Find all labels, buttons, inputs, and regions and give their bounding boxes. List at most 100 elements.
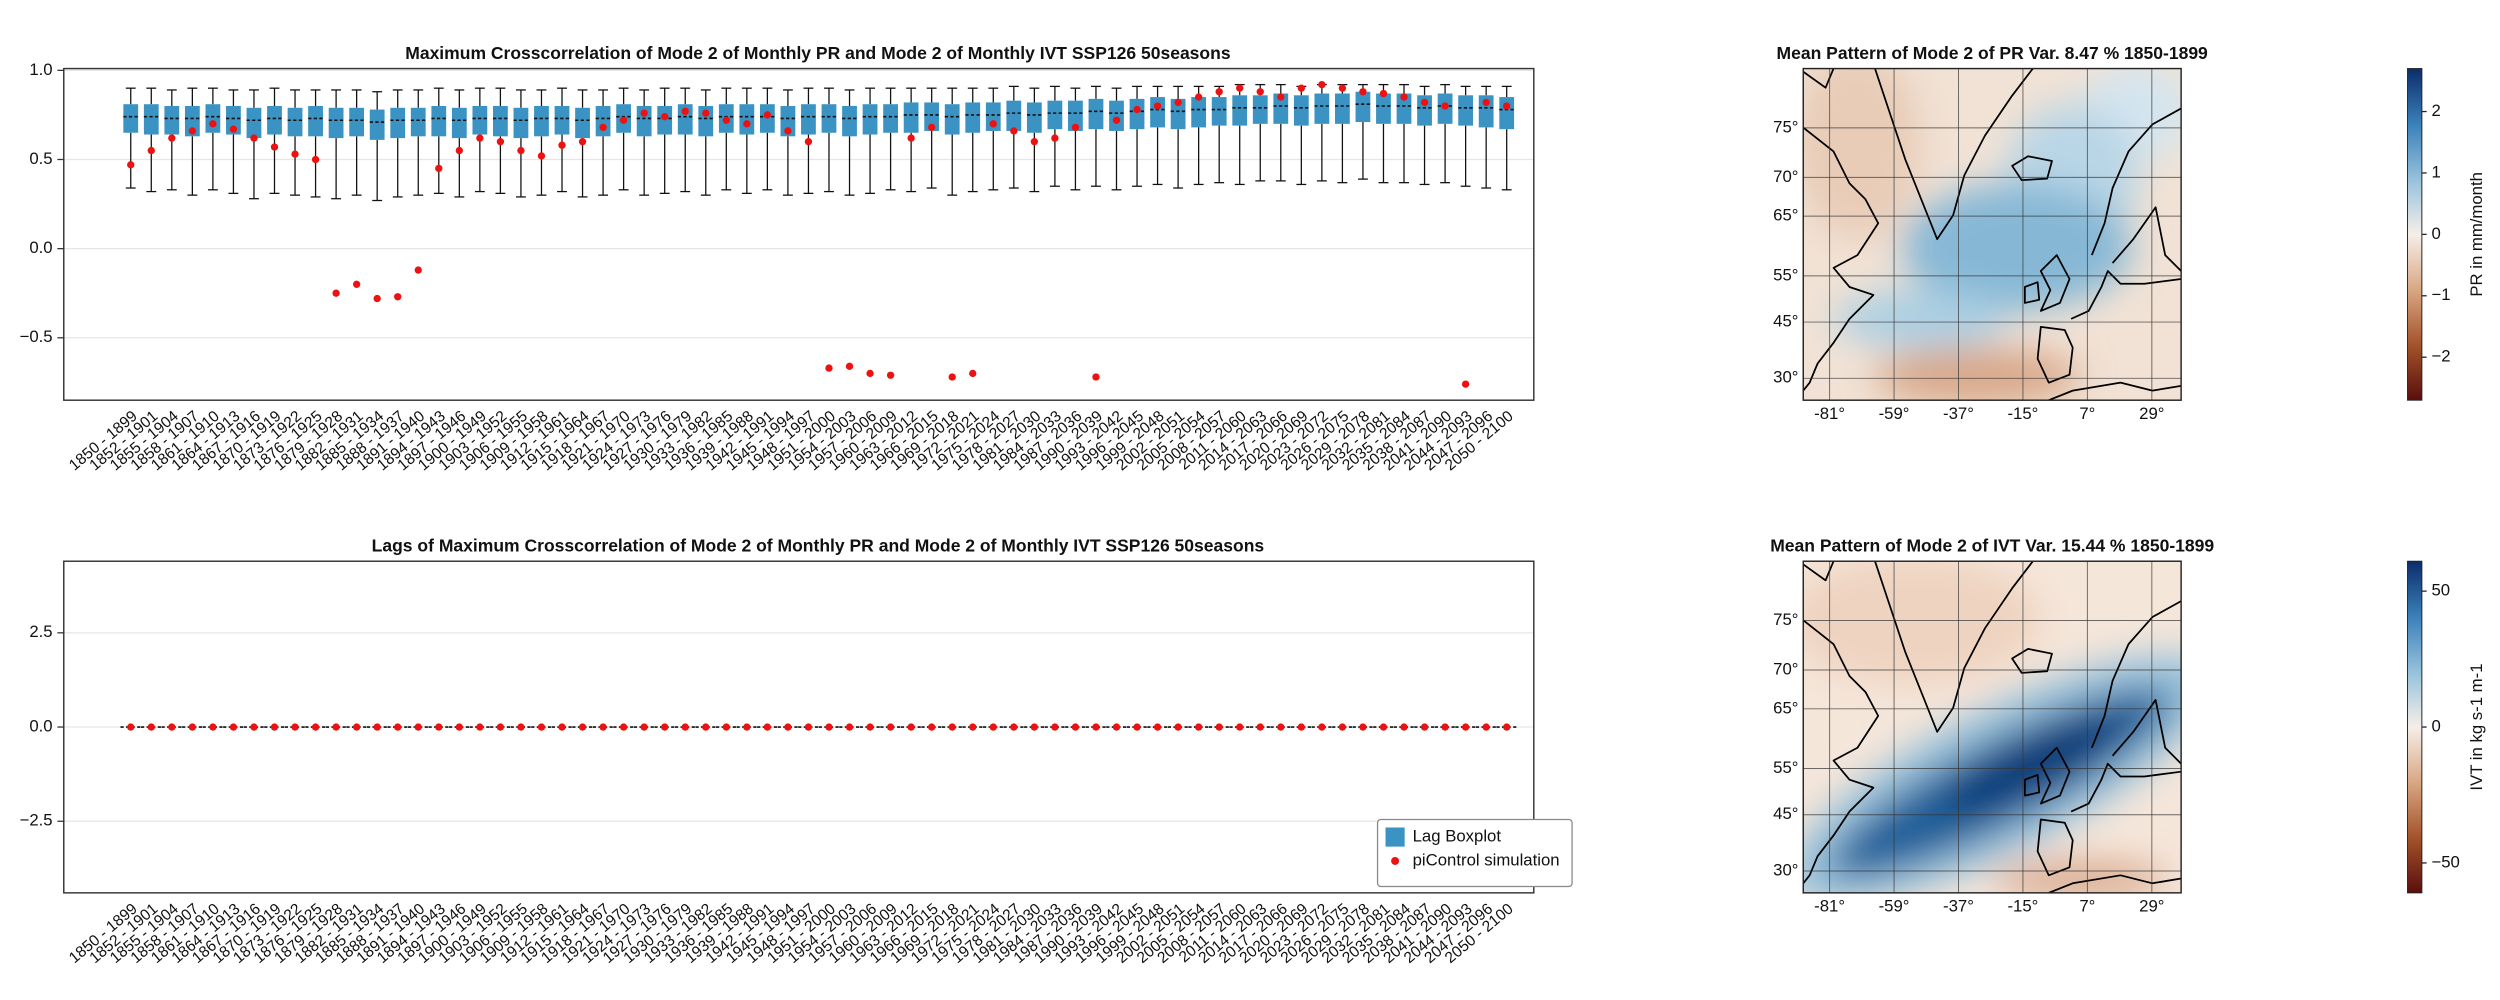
- box: [554, 106, 570, 135]
- point: [989, 723, 997, 731]
- y-tick-label: 1.0: [29, 60, 52, 79]
- point: [1297, 723, 1305, 731]
- box: [903, 102, 919, 133]
- box: [575, 107, 590, 139]
- point: [188, 723, 197, 731]
- point: [209, 120, 217, 128]
- point: [928, 723, 936, 731]
- point: [1030, 137, 1039, 146]
- point: [1153, 102, 1162, 110]
- y-tick-label: 0.0: [29, 716, 52, 735]
- point: [640, 723, 648, 731]
- point: [599, 123, 607, 132]
- point: [435, 723, 443, 731]
- point: [1133, 723, 1141, 731]
- point: [496, 723, 505, 731]
- point: [270, 143, 279, 151]
- point: [188, 127, 197, 135]
- point: [332, 289, 340, 297]
- point: [578, 137, 587, 146]
- pr-map-field: [1803, 68, 2182, 401]
- y-tick-label: −0.5: [20, 327, 53, 346]
- x-tick-label: -59°: [1879, 404, 1910, 423]
- box: [1396, 93, 1412, 124]
- point: [599, 723, 607, 731]
- box: [1191, 97, 1207, 128]
- box: [1335, 93, 1350, 124]
- box: [164, 106, 180, 135]
- point: [1338, 723, 1347, 731]
- point: [845, 723, 854, 731]
- axes-frame: [63, 67, 1535, 401]
- point: [476, 134, 484, 142]
- point: [969, 369, 977, 378]
- y-tick-label: 75°: [1773, 610, 1798, 629]
- box: [226, 106, 241, 135]
- map-frame: [1802, 67, 2182, 401]
- point: [1071, 723, 1080, 731]
- chart-title: Maximum Crosscorrelation of Mode 2 of Mo…: [405, 43, 1231, 63]
- point: [1194, 93, 1203, 101]
- colorbar-label: IVT in kg s-1 m-1: [2467, 663, 2486, 790]
- colorbar-tick-label: 0: [2431, 224, 2440, 243]
- point: [435, 164, 443, 173]
- box: [1293, 95, 1309, 126]
- box: [493, 106, 508, 137]
- point: [1256, 723, 1264, 731]
- box: [184, 106, 200, 137]
- point: [1236, 84, 1244, 92]
- point: [250, 134, 258, 142]
- point: [455, 146, 463, 155]
- point: [537, 152, 546, 160]
- point: [886, 723, 895, 731]
- point: [1482, 98, 1490, 107]
- point: [989, 120, 997, 128]
- point: [291, 150, 299, 158]
- point: [147, 146, 155, 155]
- box: [205, 104, 221, 133]
- box: [1314, 93, 1330, 124]
- colorbar-tick-label: −1: [2431, 285, 2450, 304]
- point: [311, 723, 320, 731]
- point: [743, 120, 751, 128]
- point: [537, 723, 546, 731]
- box: [1252, 95, 1268, 124]
- point: [886, 371, 895, 379]
- y-tick-label: 2.5: [29, 622, 52, 641]
- point: [373, 294, 381, 303]
- box: [328, 107, 344, 139]
- point: [1112, 723, 1121, 731]
- y-tick-label: 75°: [1773, 117, 1798, 136]
- box: [123, 104, 139, 133]
- point: [1420, 98, 1429, 107]
- point: [1236, 723, 1244, 731]
- point: [825, 364, 833, 372]
- point: [1215, 88, 1223, 96]
- point: [1400, 723, 1408, 731]
- point: [229, 723, 238, 731]
- point: [250, 723, 258, 731]
- point: [558, 141, 566, 149]
- point: [311, 155, 320, 164]
- colorbar-tick-label: 1: [2431, 162, 2440, 181]
- point: [681, 107, 689, 116]
- point: [928, 123, 936, 132]
- box: [513, 107, 529, 139]
- x-tick-label: 29°: [2139, 897, 2164, 916]
- point: [722, 723, 730, 731]
- box: [1417, 95, 1432, 126]
- point: [1379, 89, 1388, 98]
- box: [1355, 91, 1371, 123]
- y-tick-label: 0.5: [29, 149, 52, 168]
- box: [739, 104, 755, 135]
- point: [845, 362, 854, 370]
- point: [147, 723, 155, 731]
- box: [965, 102, 981, 133]
- point: [661, 113, 669, 121]
- colorbar-tick-label: −2: [2431, 347, 2450, 366]
- point: [1297, 84, 1305, 92]
- y-tick-label: 55°: [1773, 265, 1798, 284]
- box: [842, 106, 857, 137]
- point: [352, 280, 361, 288]
- box: [1088, 98, 1104, 130]
